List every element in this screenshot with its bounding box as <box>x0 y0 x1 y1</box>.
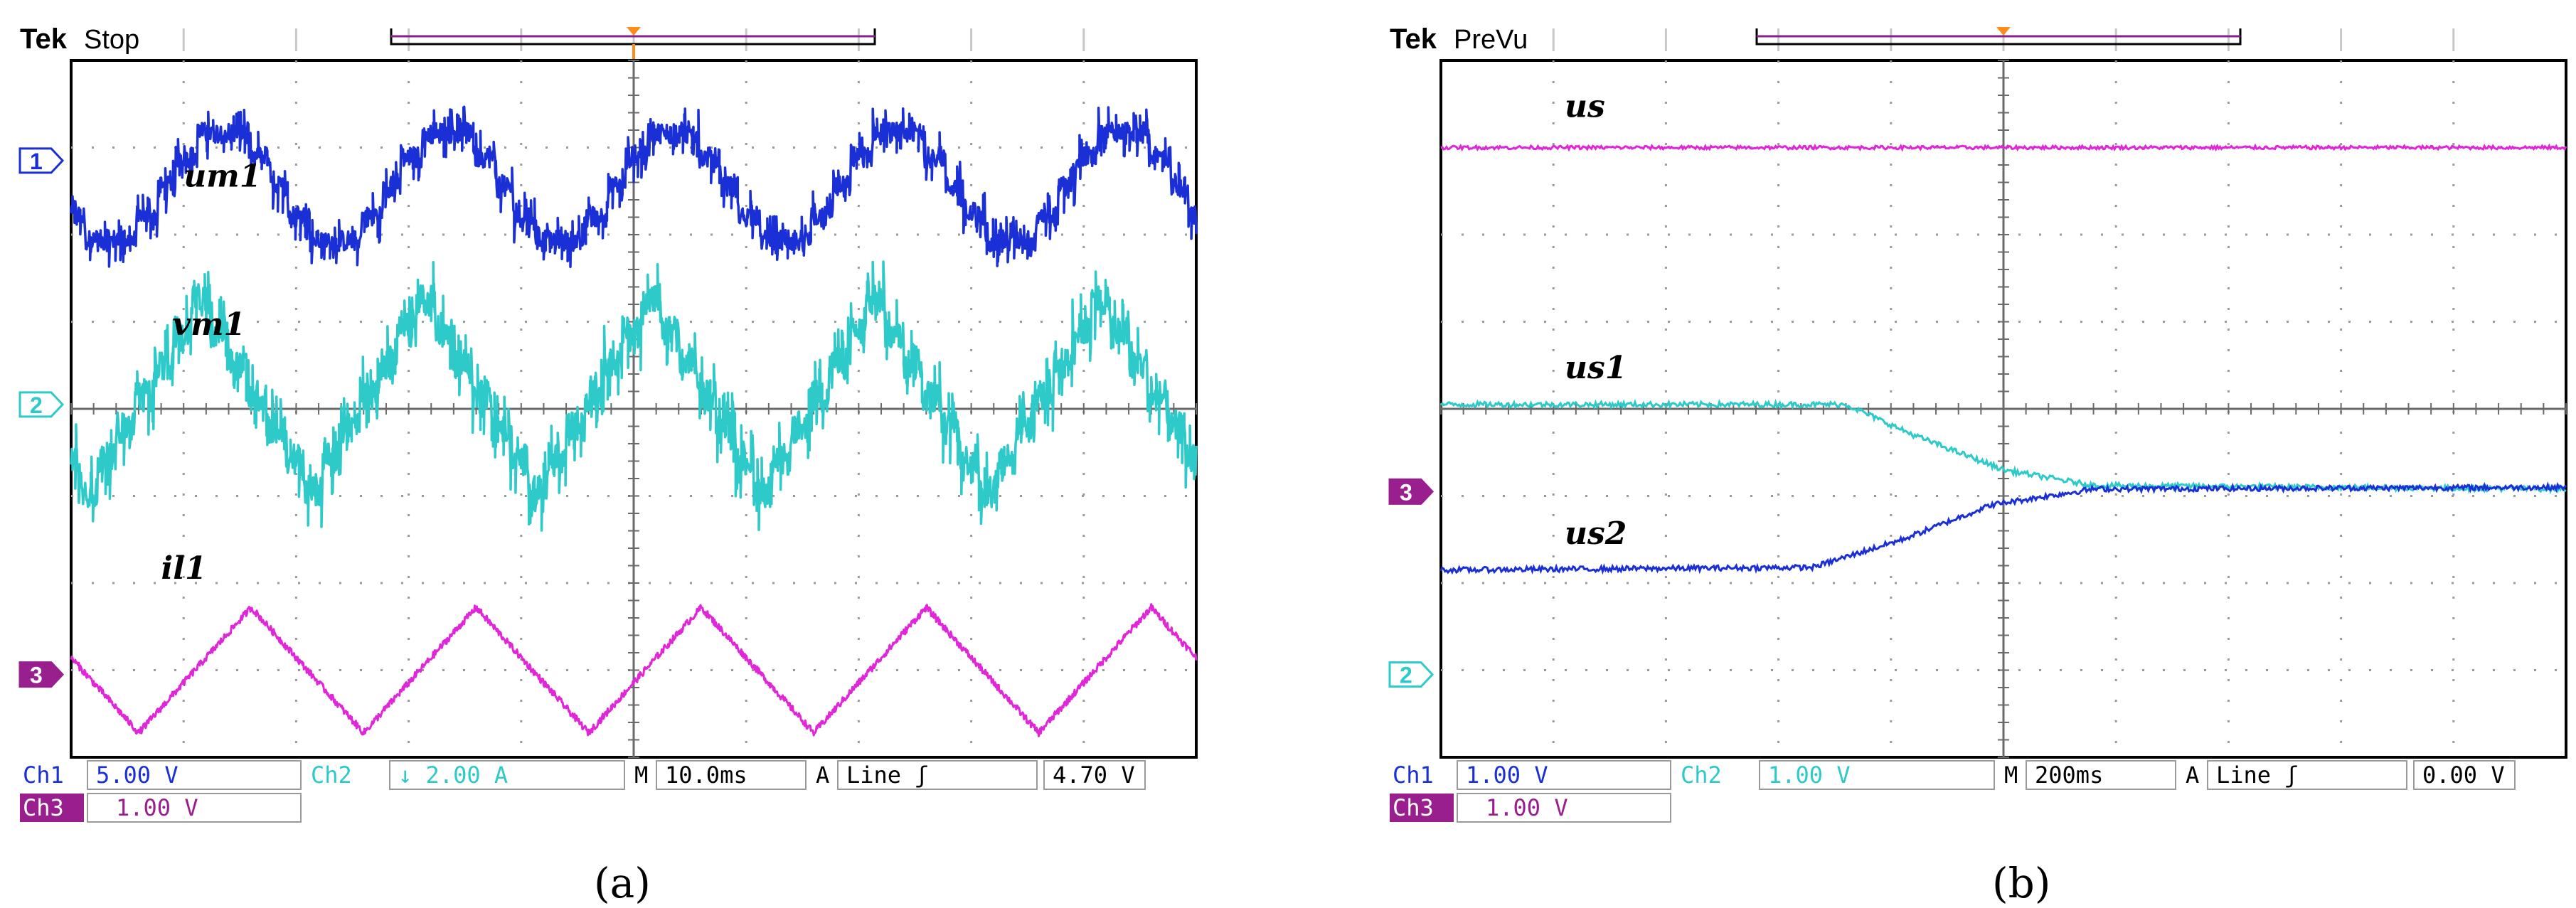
brand-label: Tek <box>1390 23 1437 55</box>
panel-caption: (a) <box>594 859 651 907</box>
readout-ch2_scale: ↓ 2.00 A <box>398 762 508 789</box>
channel-marker-3 <box>1388 478 1435 505</box>
readout-box <box>1457 793 1671 823</box>
trace-us <box>1440 143 2567 152</box>
ch3-badge <box>1390 794 1454 822</box>
acquisition-mode: Stop <box>84 25 139 55</box>
readout-m: M <box>2004 762 2018 789</box>
ch3-badge <box>20 794 84 822</box>
readout-box <box>1457 760 1671 790</box>
trace-vm1 <box>70 260 1198 532</box>
readout-box <box>1043 760 1146 790</box>
channel-marker-2 <box>18 391 65 418</box>
trigger-position-icon <box>1996 27 2011 36</box>
acquisition-mode: PreVu <box>1454 25 1528 55</box>
readout-level: 4.70 V <box>1053 762 1135 789</box>
readout-ch1_name: Ch1 <box>23 762 64 789</box>
readout-box <box>2026 760 2176 790</box>
channel-marker-label: 1 <box>30 149 43 174</box>
readout-trigger: Line ʃ <box>846 762 929 789</box>
trace-us2 <box>1439 481 2567 575</box>
trigger-position-icon <box>627 27 641 36</box>
scope-panel-b: Tek PreVu 3 2 us us1 us2 Ch1 1.00 V Ch2 1.00 V M 200… <box>1388 23 2567 907</box>
readout-ch2_scale: 1.00 V <box>1768 762 1851 789</box>
readout-ch3_name: Ch3 <box>23 794 64 821</box>
readout-box <box>2207 760 2407 790</box>
readout-m: M <box>634 762 648 789</box>
brand-label: Tek <box>20 23 68 55</box>
readout-box <box>1759 760 1995 790</box>
readout-box <box>837 760 1038 790</box>
readout-box <box>389 760 625 790</box>
readout-trigger: Line ʃ <box>2216 762 2299 789</box>
readout-box <box>2413 760 2516 790</box>
readout-timebase: 10.0ms <box>665 762 747 789</box>
signal-label-um1: um1 <box>183 159 261 195</box>
readout-ch2_name: Ch2 <box>1681 762 1722 789</box>
channel-marker-label: 2 <box>30 392 43 418</box>
signal-label-us: us <box>1565 89 1605 125</box>
graticule-grid <box>1440 60 2567 758</box>
readout-box <box>656 760 807 790</box>
trace-us1 <box>1439 398 2567 495</box>
readout-ch3_scale: 1.00 V <box>116 794 198 821</box>
readout-ch1_scale: 1.00 V <box>1466 762 1548 789</box>
readout-box <box>87 760 302 790</box>
readout-timebase: 200ms <box>2035 762 2103 789</box>
readout-box <box>87 793 302 823</box>
readout-ch1_scale: 5.00 V <box>96 762 179 789</box>
channel-marker-label: 3 <box>1400 479 1412 505</box>
panel-caption: (b) <box>1992 859 2050 907</box>
channel-marker-2 <box>1388 661 1435 688</box>
readout-ch1_name: Ch1 <box>1393 762 1434 789</box>
channel-marker-1 <box>18 147 65 174</box>
signal-label-us1: us1 <box>1565 350 1627 386</box>
signal-label-vm1: vm1 <box>172 306 245 343</box>
readout-level: 0.00 V <box>2422 762 2505 789</box>
waveforms: um1 vm1 il1 <box>70 105 1198 737</box>
trace-um1 <box>70 105 1198 268</box>
trace-il1 <box>70 603 1198 737</box>
channel-marker-3 <box>18 661 65 688</box>
channel-marker-label: 3 <box>30 663 43 688</box>
readout-ch3_name: Ch3 <box>1393 794 1434 821</box>
waveforms: us us1 us2 <box>1439 89 2567 575</box>
readout-a: A <box>816 762 829 789</box>
channel-marker-label: 2 <box>1400 663 1412 688</box>
signal-label-us2: us2 <box>1565 516 1627 552</box>
readout-ch2_name: Ch2 <box>311 762 352 789</box>
readout-ch3_scale: 1.00 V <box>1486 794 1568 821</box>
readout-a: A <box>2186 762 2199 789</box>
signal-label-il1: il1 <box>161 550 207 587</box>
